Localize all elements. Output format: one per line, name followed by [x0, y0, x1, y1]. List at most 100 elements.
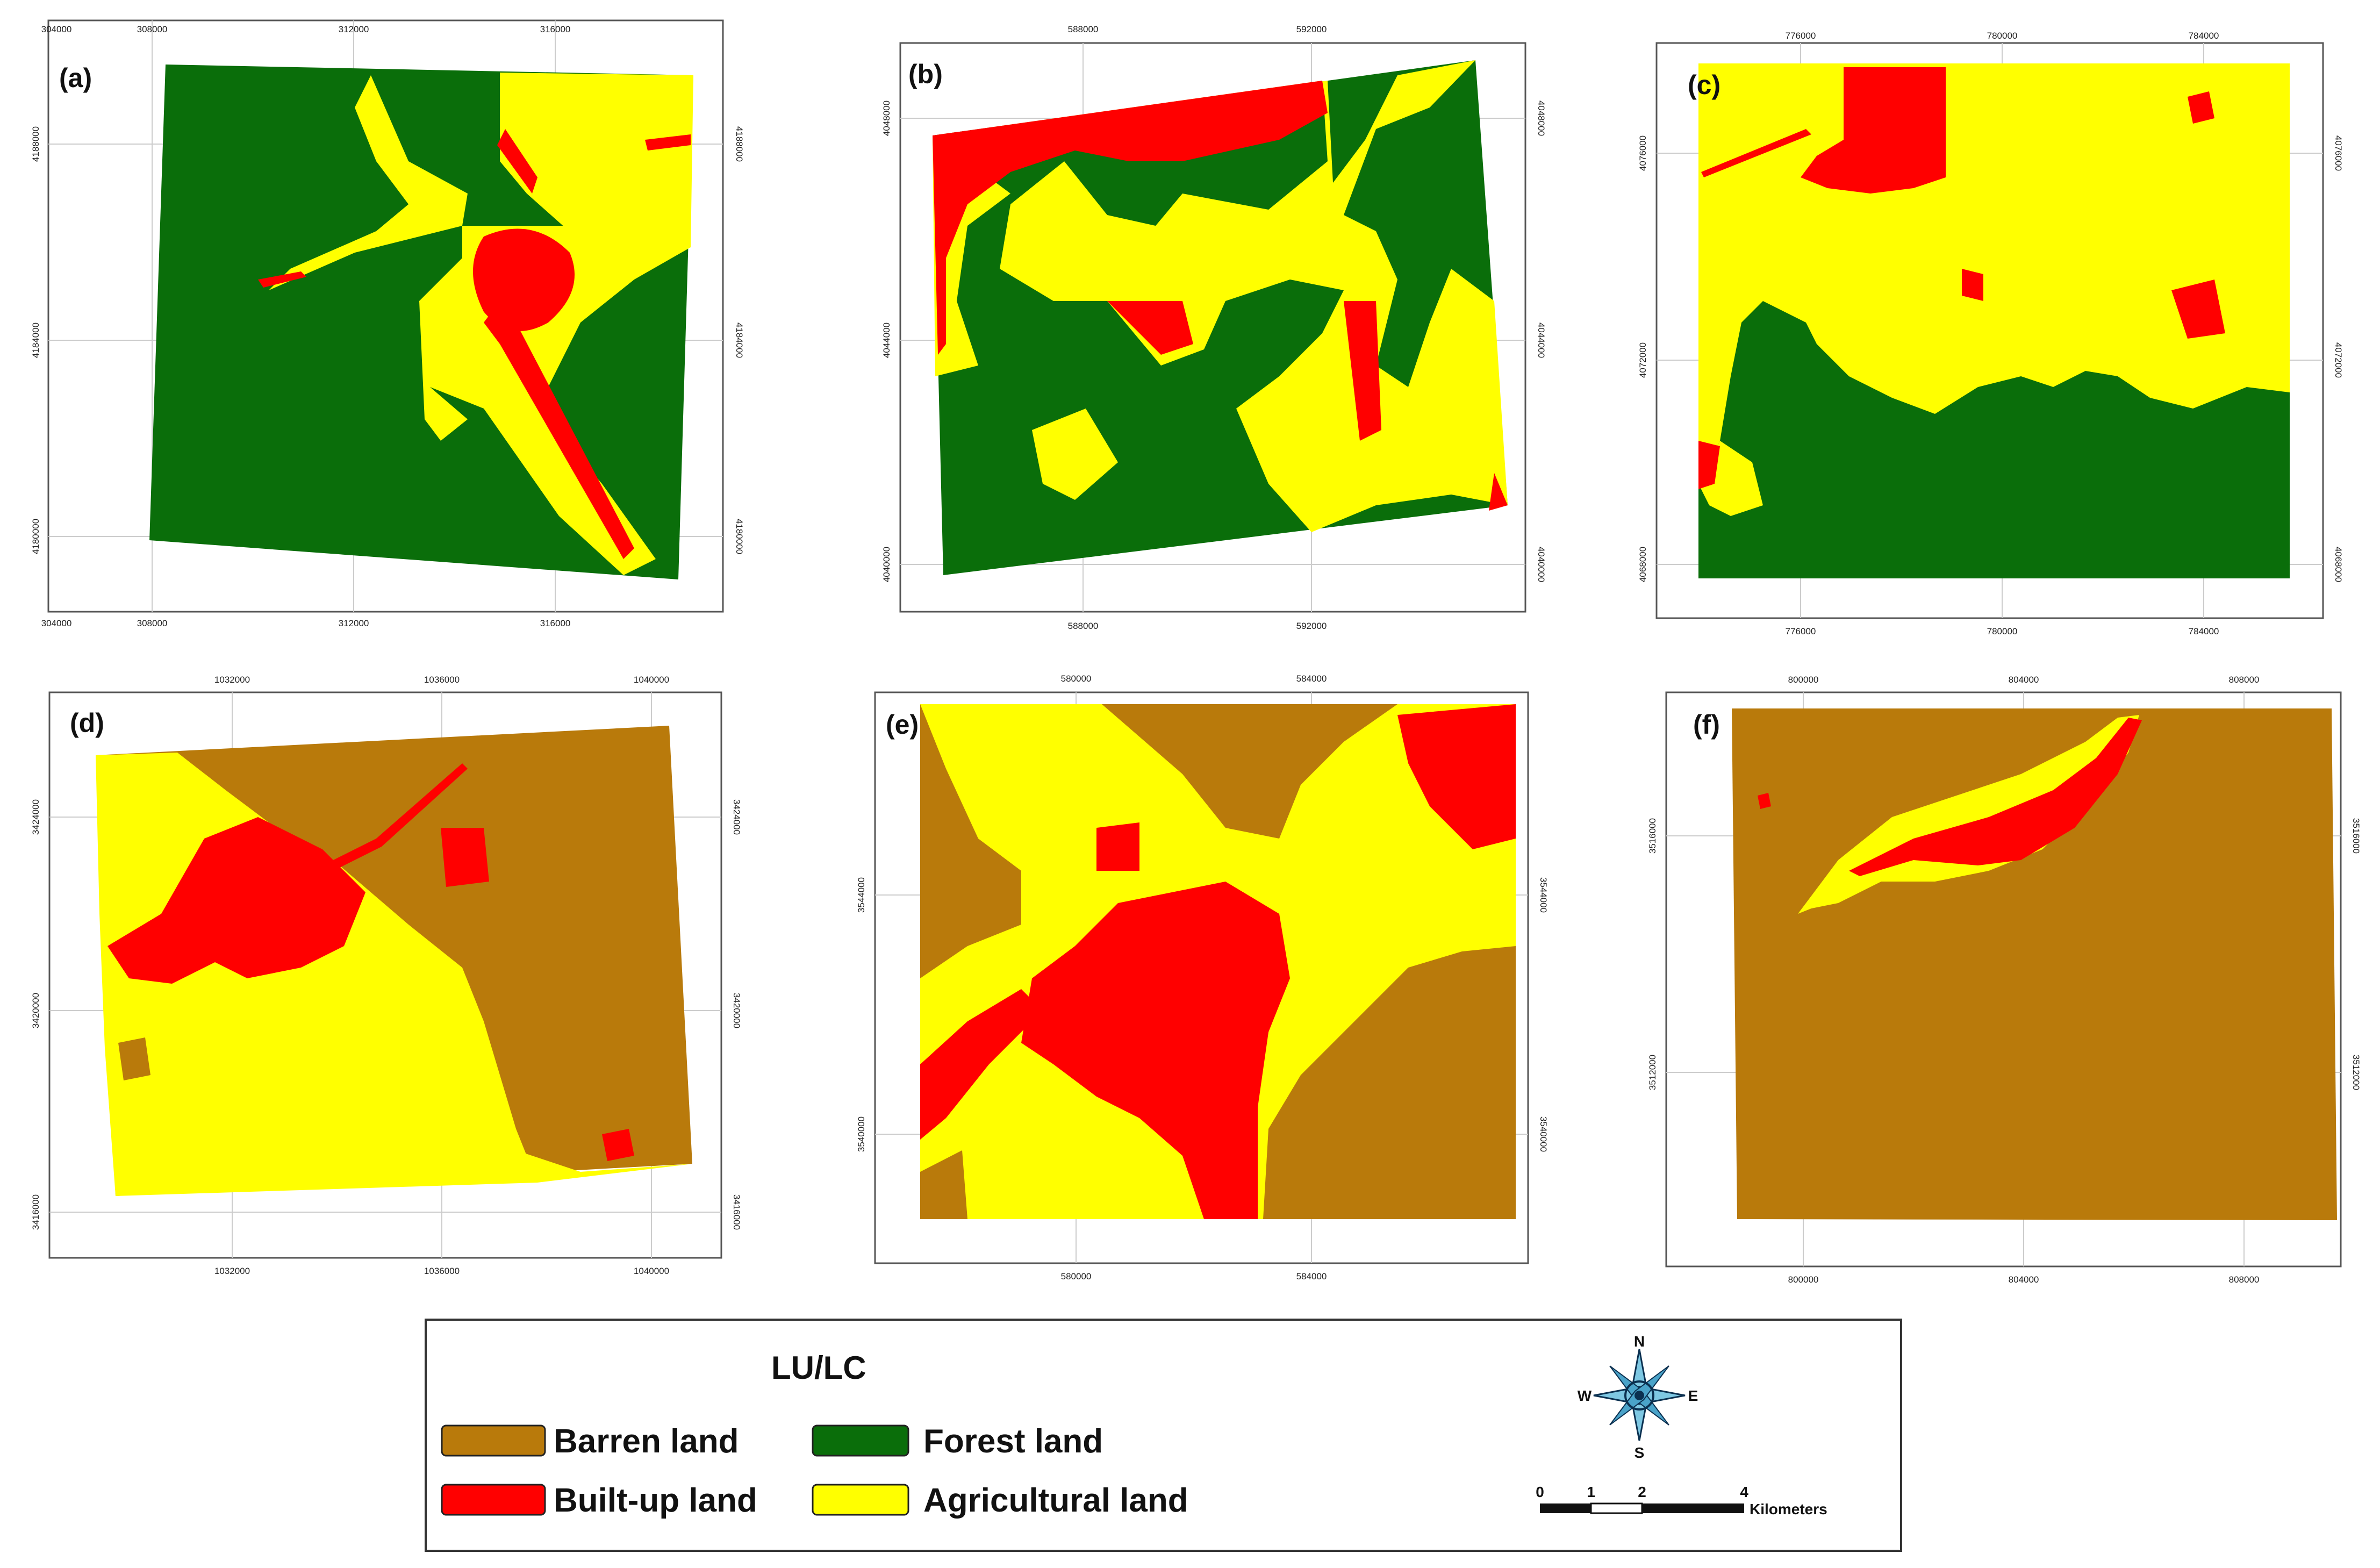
tick-label: 4068000: [1638, 547, 1648, 582]
tick-label: 4188000: [734, 126, 744, 162]
x-ticks-bottom: 776000 780000 784000: [1786, 626, 2219, 636]
scale-bar: [1540, 1502, 1744, 1514]
tick-label: 4076000: [2333, 135, 2343, 171]
map-panel-f: (f) 800000 804000 808000 800000 804000 8…: [1647, 675, 2361, 1285]
tick-label: 3512000: [1647, 1055, 1658, 1090]
built-up-land-area: [933, 81, 1328, 355]
legend: LU/LC Barren land Forest land Built-up l…: [425, 1319, 1902, 1552]
panel-label: (d): [70, 708, 104, 738]
x-ticks-top: 580000 584000: [1061, 674, 1327, 684]
built-up-land-area: [1801, 67, 1946, 194]
tick-label: 304000: [41, 618, 72, 628]
map-panel-a: (a) 304000 308000 312000 316000 304000 3…: [31, 19, 744, 628]
y-ticks-right: 4048000 4044000 4040000: [1536, 101, 1546, 582]
built-up-land-area: [645, 134, 691, 151]
tick-label: 4180000: [31, 519, 41, 554]
legend-swatch-agricultural: [812, 1484, 909, 1516]
compass-west-label: W: [1578, 1387, 1592, 1404]
y-ticks-right: 3424000 3420000 3416000: [732, 799, 742, 1230]
tick-label: 3544000: [1538, 877, 1549, 913]
tick-label: 4184000: [734, 323, 744, 358]
built-up-land-area: [920, 989, 1043, 1140]
y-ticks-left: 4048000 4044000 4040000: [881, 101, 892, 582]
tick-label: 1036000: [424, 1266, 460, 1276]
tick-label: 1040000: [634, 1266, 669, 1276]
tick-label: 3424000: [732, 799, 742, 835]
tick-label: 4048000: [881, 101, 892, 136]
built-up-land-area: [1758, 793, 1771, 809]
legend-swatch-forest: [812, 1424, 909, 1457]
tick-label: 780000: [1987, 31, 2018, 41]
tick-label: 4184000: [31, 323, 41, 358]
map-panel-e: (e) 580000 584000 580000 584000 3544000 …: [856, 674, 1549, 1281]
tick-label: 3540000: [1538, 1116, 1549, 1152]
panel-label: (a): [59, 63, 92, 93]
y-ticks-right: 4076000 4072000 4068000: [2333, 135, 2343, 582]
legend-label-builtup: Built-up land: [554, 1482, 757, 1519]
scale-segment: [1642, 1503, 1744, 1513]
panel-label: (b): [908, 59, 943, 89]
x-ticks-top: 304000 308000 312000 316000: [41, 24, 571, 34]
built-up-land-area: [1489, 473, 1508, 511]
tick-label: 776000: [1786, 626, 1816, 636]
tick-label: 580000: [1061, 1271, 1092, 1281]
tick-label: 584000: [1296, 1271, 1327, 1281]
scale-label: 2: [1638, 1484, 1646, 1500]
tick-label: 308000: [137, 618, 168, 628]
built-up-land-area: [1397, 704, 1516, 849]
scale-segment: [1590, 1502, 1643, 1514]
tick-label: 4072000: [2333, 342, 2343, 378]
built-up-land-area: [258, 271, 306, 288]
map-panel-b: (b) 588000 592000 588000 592000 4048000 …: [881, 24, 1546, 631]
tick-label: 1040000: [634, 675, 669, 685]
tick-label: 776000: [1786, 31, 1816, 41]
tick-label: 808000: [2229, 1275, 2260, 1285]
x-ticks-bottom: 588000 592000: [1068, 621, 1327, 631]
tick-label: 1032000: [214, 675, 250, 685]
agricultural-land-area: [1032, 409, 1118, 500]
legend-swatch-barren: [441, 1424, 546, 1457]
y-ticks-right: 3544000 3540000: [1538, 877, 1549, 1152]
x-ticks-top: 800000 804000 808000: [1788, 675, 2260, 685]
tick-label: 4040000: [1536, 547, 1546, 582]
tick-label: 1036000: [424, 675, 460, 685]
map-panel-c: (c) 776000 780000 784000 776000 780000 7…: [1638, 31, 2343, 636]
legend-label-forest: Forest land: [923, 1423, 1103, 1460]
tick-label: 3420000: [732, 993, 742, 1028]
tick-label: 4076000: [1638, 135, 1648, 171]
scale-label: 0: [1536, 1484, 1544, 1500]
tick-label: 4044000: [1536, 323, 1546, 358]
built-up-land-area: [1962, 269, 1983, 301]
tick-label: 3416000: [732, 1194, 742, 1230]
legend-title: LU/LC: [771, 1350, 866, 1386]
built-up-land-area: [1107, 301, 1193, 355]
agricultural-land-area: [269, 75, 468, 290]
tick-label: 588000: [1068, 24, 1099, 34]
tick-label: 800000: [1788, 1275, 1819, 1285]
map-panel-d: (d) 1032000 1036000 1040000 1032000 1036…: [31, 675, 742, 1276]
compass-south-label: S: [1635, 1444, 1645, 1461]
tick-label: 592000: [1296, 621, 1327, 631]
tick-label: 592000: [1296, 24, 1327, 34]
tick-label: 4040000: [881, 547, 892, 582]
compass-rose-icon: [1593, 1349, 1686, 1441]
tick-label: 804000: [2009, 1275, 2039, 1285]
tick-label: 3420000: [31, 993, 41, 1028]
built-up-land-area: [602, 1129, 634, 1161]
x-ticks-top: 776000 780000 784000: [1786, 31, 2219, 41]
tick-label: 804000: [2009, 675, 2039, 685]
y-ticks-right: 4188000 4184000 4180000: [734, 126, 744, 554]
tick-label: 4180000: [734, 519, 744, 554]
x-ticks-top: 588000 592000: [1068, 24, 1327, 34]
built-up-land-area: [1849, 718, 2142, 876]
y-ticks-left: 3516000 3512000: [1647, 818, 1658, 1090]
built-up-land-area: [441, 828, 489, 887]
built-up-land-area: [1698, 441, 1720, 489]
tick-label: 4048000: [1536, 101, 1546, 136]
built-up-land-area: [1701, 129, 1811, 177]
tick-label: 304000: [41, 24, 72, 34]
legend-label-agricultural: Agricultural land: [923, 1482, 1188, 1519]
tick-label: 3516000: [1647, 818, 1658, 854]
x-ticks-bottom: 580000 584000: [1061, 1271, 1327, 1281]
tick-label: 3516000: [2351, 818, 2361, 854]
